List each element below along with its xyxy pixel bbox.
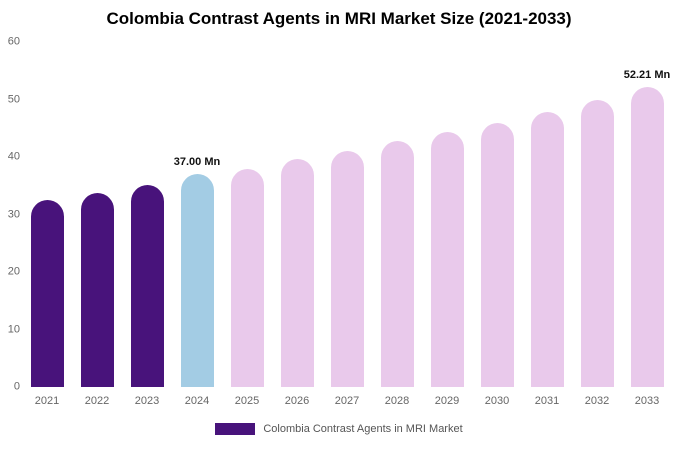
bar-value-label-2024: 37.00 Mn (173, 156, 221, 169)
y-tick-0: 0 (13, 380, 20, 393)
x-tick-2026: 2026 (284, 395, 310, 407)
bar-slot-2032: 2032 (572, 42, 622, 407)
bar-slot-2031: 2031 (522, 42, 572, 407)
bar-slot-2026: 2026 (272, 42, 322, 407)
bar-slot-2030: 2030 (472, 42, 522, 407)
bar-slot-2023: 2023 (122, 42, 172, 407)
x-tick-2022: 2022 (84, 395, 110, 407)
plot-wrap: 0 10 20 30 40 50 60 2021 2022 2023 37.00 Mn 2024 20… (6, 36, 672, 407)
bar-2025[interactable] (230, 168, 264, 387)
x-tick-2033: 2033 (634, 395, 660, 407)
bar-slot-2021: 2021 (22, 42, 72, 407)
bar-slot-2027: 2027 (322, 42, 372, 407)
y-tick-60: 60 (7, 35, 20, 48)
y-tick-50: 50 (7, 93, 20, 105)
x-tick-2027: 2027 (334, 395, 360, 407)
bar-2026[interactable] (280, 159, 314, 387)
x-tick-2028: 2028 (384, 395, 410, 407)
y-tick-30: 30 (7, 208, 20, 220)
bar-value-label-2033: 52.21 Mn (623, 68, 671, 81)
bar-slot-2029: 2029 (422, 42, 472, 407)
bar-2023[interactable] (130, 184, 164, 387)
y-tick-10: 10 (7, 323, 20, 335)
bar-2029[interactable] (430, 132, 464, 387)
bar-2028[interactable] (380, 141, 414, 387)
x-tick-2030: 2030 (484, 395, 510, 407)
bar-2027[interactable] (330, 150, 364, 387)
bar-2024[interactable] (180, 174, 214, 387)
bar-2032[interactable] (580, 100, 614, 387)
bar-2030[interactable] (480, 122, 514, 387)
x-tick-2021: 2021 (34, 395, 60, 407)
x-tick-2032: 2032 (584, 395, 610, 407)
bar-slot-2022: 2022 (72, 42, 122, 407)
bar-slot-2033: 52.21 Mn 2033 (622, 42, 672, 407)
bar-slot-2025: 2025 (222, 42, 272, 407)
y-tick-20: 20 (7, 265, 20, 278)
legend-label: Colombia Contrast Agents in MRI Market (263, 423, 463, 435)
x-tick-2029: 2029 (434, 395, 460, 407)
x-tick-2031: 2031 (534, 395, 560, 407)
x-tick-2025: 2025 (234, 395, 260, 407)
plot-area: 2021 2022 2023 37.00 Mn 2024 2025 2026 2027 2028… (22, 42, 672, 407)
y-tick-40: 40 (7, 150, 20, 163)
bar-2022[interactable] (80, 192, 114, 387)
bar-slot-2028: 2028 (372, 42, 422, 407)
x-tick-2023: 2023 (134, 395, 160, 407)
bar-2031[interactable] (530, 111, 564, 387)
bar-slot-2024: 37.00 Mn 2024 (172, 42, 222, 407)
x-tick-2024: 2024 (184, 395, 210, 407)
y-axis: 0 10 20 30 40 50 60 (6, 36, 22, 392)
bar-2021[interactable] (30, 200, 64, 387)
legend: Colombia Contrast Agents in MRI Market (6, 423, 672, 435)
bar-2033[interactable] (630, 86, 664, 387)
legend-swatch (215, 423, 256, 435)
chart-title: Colombia Contrast Agents in MRI Market S… (106, 9, 572, 28)
